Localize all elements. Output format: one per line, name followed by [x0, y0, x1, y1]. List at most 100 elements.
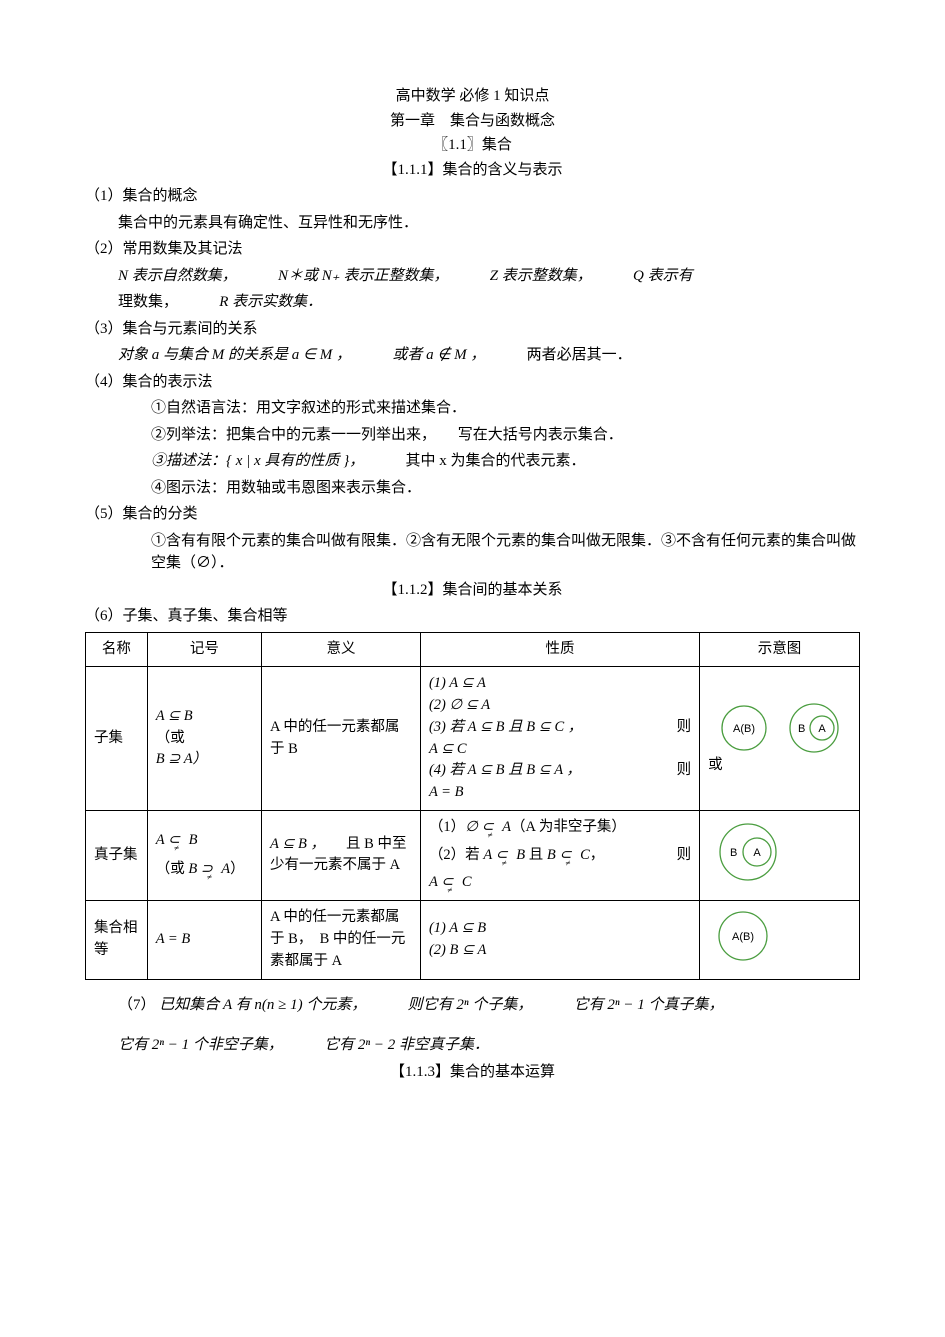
- r2-diagram: B A: [700, 810, 860, 900]
- item-7-line1: （7） 已知集合 A 有 n(n ≥ 1) 个元素， 则它有 2ⁿ 个子集， 它…: [85, 994, 860, 1017]
- item-4-l4: ④图示法：用数轴或韦恩图来表示集合．: [85, 477, 860, 500]
- item-2-heading: （2）常用数集及其记法: [85, 238, 860, 261]
- item-1-body: 集合中的元素具有确定性、互异性和无序性．: [85, 212, 860, 235]
- a-notin-m: 或者 a ∉ M ，: [392, 347, 485, 363]
- item-4-l3a: ③描述法：{ x | x 具有的性质 }，: [151, 453, 364, 469]
- svg-text:A(B): A(B): [732, 931, 754, 943]
- item-7-l1c: 它有 2ⁿ − 1 个真子集，: [574, 997, 724, 1013]
- item-7-l1b: 则它有 2ⁿ 个子集，: [408, 997, 533, 1013]
- r3-p2: (2) B ⊆ A: [429, 940, 691, 962]
- item-7-l1a: 已知集合 A 有 n(n ≥ 1) 个元素，: [159, 997, 366, 1013]
- r1-name: 子集: [86, 667, 148, 811]
- section-1-1: 〖1.1〗集合: [85, 134, 860, 157]
- r1-sym-l1: A ⊆ B: [156, 706, 253, 728]
- r1-sym-l2: （或: [156, 728, 253, 750]
- r3-p1: (1) A ⊆ B: [429, 918, 691, 940]
- either-one: 两者必居其一．: [527, 347, 632, 363]
- item-2-row2: 理数集， R 表示实数集．: [85, 291, 860, 314]
- r1-p3a: (3) 若 A ⊆ B 且 B ⊆ C ，: [429, 719, 582, 735]
- r2-p2c: A ⊂≠ C: [429, 872, 691, 894]
- venn-ab-same-icon: A(B): [714, 701, 774, 755]
- r3-props: (1) A ⊆ B (2) B ⊆ A: [420, 901, 699, 980]
- n-nat: N 表示自然数集，: [118, 268, 237, 284]
- item-4-l2b: 写在大括号内表示集合．: [458, 427, 623, 443]
- th-property: 性质: [420, 632, 699, 667]
- item-4-l1: ①自然语言法：用文字叙述的形式来描述集合．: [85, 397, 860, 420]
- venn-proper-subset-icon: B A: [708, 819, 788, 885]
- table-row-subset: 子集 A ⊆ B （或 B ⊇ A） A 中的任一元素都属于 B (1) A ⊆…: [86, 667, 860, 811]
- item-5-body: ①含有有限个元素的集合叫做有限集．②含有无限个元素的集合叫做无限集．③不含有任何…: [85, 530, 860, 575]
- n-pos: N＊或 N₊ 表示正整数集，: [278, 268, 448, 284]
- r1-symbol: A ⊆ B （或 B ⊇ A）: [147, 667, 261, 811]
- relations-table: 名称 记号 意义 性质 示意图 子集 A ⊆ B （或 B ⊇ A） A 中的任…: [85, 632, 860, 980]
- r1-p2: (2) ∅ ⊆ A: [429, 695, 691, 717]
- item-3-body: 对象 a 与集合 M 的关系是 a ∈ M ， 或者 a ∉ M ， 两者必居其…: [85, 344, 860, 367]
- section-1-1-2: 【1.1.2】集合间的基本关系: [85, 579, 860, 602]
- r3-name: 集合相等: [86, 901, 148, 980]
- section-1-1-3: 【1.1.3】集合的基本运算: [85, 1061, 860, 1084]
- r1-sym-l3: B ⊇ A）: [156, 749, 253, 771]
- q-rat-cont: 理数集，: [118, 294, 178, 310]
- item-1-heading: （1）集合的概念: [85, 185, 860, 208]
- r2-symbol: A ⊂≠ B （或 B ⊃≠ A）: [147, 810, 261, 900]
- r3-symbol: A = B: [147, 901, 261, 980]
- r1-p4: (4) 若 A ⊆ B 且 B ⊆ A ， 则: [429, 760, 691, 782]
- item-6-heading: （6）子集、真子集、集合相等: [85, 605, 860, 628]
- section-1-1-1: 【1.1.1】集合的含义与表示: [85, 159, 860, 182]
- item-7-l2a: 它有 2ⁿ − 1 个非空子集，: [118, 1037, 283, 1053]
- table-row-equal: 集合相等 A = B A 中的任一元素都属于 B， B 中的任一元素都属于 A …: [86, 901, 860, 980]
- z-int: Z 表示整数集，: [490, 268, 592, 284]
- item-4-l2: ②列举法：把集合中的元素一一列举出来， 写在大括号内表示集合．: [85, 424, 860, 447]
- svg-text:A(B): A(B): [733, 723, 755, 735]
- r1-p3c: A ⊆ C: [429, 739, 691, 761]
- r1-meaning: A 中的任一元素都属于 B: [262, 667, 421, 811]
- r1-p1: (1) A ⊆ A: [429, 673, 691, 695]
- th-name: 名称: [86, 632, 148, 667]
- venn-equal-icon: A(B): [708, 907, 778, 965]
- chapter-title: 第一章 集合与函数概念: [85, 110, 860, 133]
- item-3-heading: （3）集合与元素间的关系: [85, 318, 860, 341]
- q-rat: Q 表示有: [633, 268, 693, 284]
- item-4-heading: （4）集合的表示法: [85, 371, 860, 394]
- r2-props: （1）∅ ⊂≠ A（A 为非空子集） （2）若 A ⊂≠ B 且 B ⊂≠ C，…: [420, 810, 699, 900]
- item-4-l3: ③描述法：{ x | x 具有的性质 }， 其中 x 为集合的代表元素．: [85, 450, 860, 473]
- th-diagram: 示意图: [700, 632, 860, 667]
- table-header-row: 名称 记号 意义 性质 示意图: [86, 632, 860, 667]
- item-7-num: （7）: [118, 997, 156, 1013]
- r1-diag-or: 或: [708, 755, 851, 777]
- item-7-l2b: 它有 2ⁿ − 2 非空真子集．: [324, 1037, 489, 1053]
- svg-text:A: A: [753, 847, 761, 859]
- r2-p2b: 则: [677, 845, 692, 867]
- r2-sym-l1: A ⊂≠ B: [156, 830, 253, 852]
- r1-p4a: (4) 若 A ⊆ B 且 B ⊆ A ，: [429, 762, 581, 778]
- th-meaning: 意义: [262, 632, 421, 667]
- r1-diagram: A(B) B A 或: [700, 667, 860, 811]
- svg-text:B: B: [730, 847, 737, 859]
- table-row-proper-subset: 真子集 A ⊂≠ B （或 B ⊃≠ A） A ⊆ B ， 且 B 中至少有一元…: [86, 810, 860, 900]
- item-4-l3b: 其中 x 为集合的代表元素．: [405, 453, 585, 469]
- r1-p4b: 则: [677, 760, 692, 782]
- r1-p3: (3) 若 A ⊆ B 且 B ⊆ C ， 则: [429, 717, 691, 739]
- a-in-m: 对象 a 与集合 M 的关系是 a ∈ M ，: [118, 347, 351, 363]
- r2-meaning: A ⊆ B ， 且 B 中至少有一元素不属于 A: [262, 810, 421, 900]
- r2-p2: （2）若 A ⊂≠ B 且 B ⊂≠ C， 则: [429, 845, 691, 867]
- svg-text:A: A: [818, 723, 826, 735]
- r1-p4c: A = B: [429, 782, 691, 804]
- item-4-l2a: ②列举法：把集合中的元素一一列举出来，: [151, 427, 436, 443]
- r1-p3b: 则: [677, 717, 692, 739]
- item-2-row1: N 表示自然数集， N＊或 N₊ 表示正整数集， Z 表示整数集， Q 表示有: [85, 265, 860, 288]
- item-5-heading: （5）集合的分类: [85, 503, 860, 526]
- th-symbol: 记号: [147, 632, 261, 667]
- r2-p1: （1）∅ ⊂≠ A（A 为非空子集）: [429, 817, 691, 839]
- r3-diagram: A(B): [700, 901, 860, 980]
- r3-meaning: A 中的任一元素都属于 B， B 中的任一元素都属于 A: [262, 901, 421, 980]
- r-real: R 表示实数集．: [219, 294, 322, 310]
- item-7-line2: 它有 2ⁿ − 1 个非空子集， 它有 2ⁿ − 2 非空真子集．: [85, 1034, 860, 1057]
- r1-props: (1) A ⊆ A (2) ∅ ⊆ A (3) 若 A ⊆ B 且 B ⊆ C …: [420, 667, 699, 811]
- venn-a-in-b-icon: B A: [782, 701, 846, 755]
- r2-sym-l2: （或 B ⊃≠ A）: [156, 859, 253, 881]
- svg-text:B: B: [798, 723, 805, 735]
- r2-mean-a: A ⊆ B ，: [270, 836, 325, 852]
- r2-name: 真子集: [86, 810, 148, 900]
- doc-title: 高中数学 必修 1 知识点: [85, 85, 860, 108]
